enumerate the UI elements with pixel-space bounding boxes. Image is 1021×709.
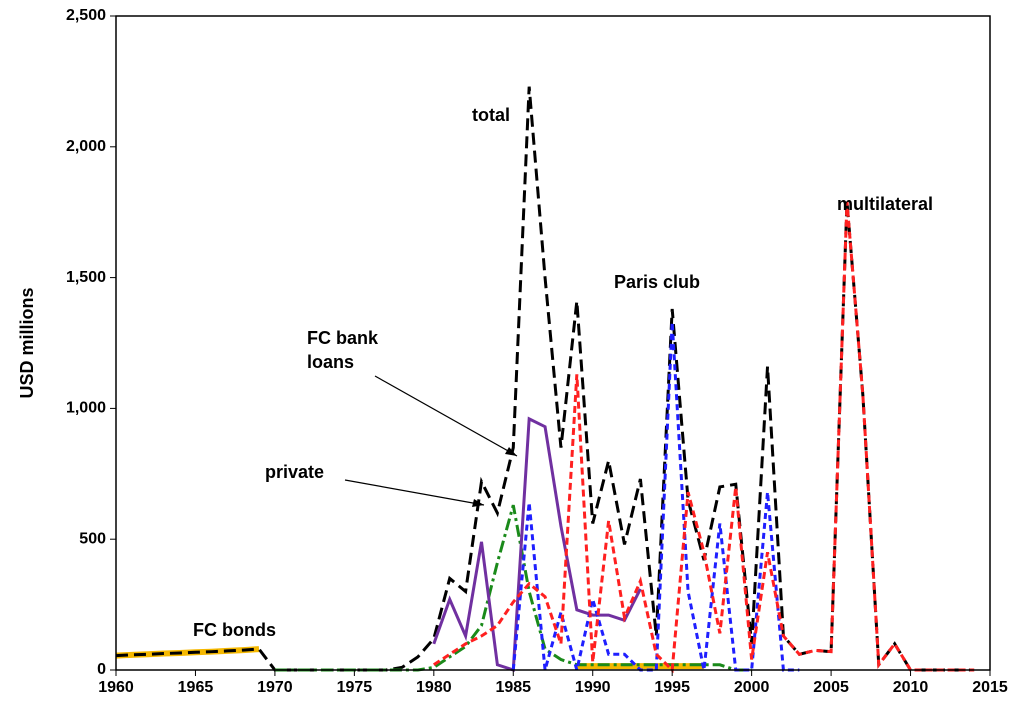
arrow	[344, 479, 485, 506]
series-line	[115, 86, 975, 672]
y-tick-label: 2,500	[66, 7, 106, 24]
arrowhead	[472, 499, 484, 507]
annotation: FC bonds	[193, 620, 276, 640]
y-tick-label: 0	[97, 661, 106, 678]
x-tick-label: 2000	[734, 679, 770, 696]
arrow	[374, 375, 518, 457]
annotation: total	[472, 105, 510, 125]
x-tick-label: 1965	[178, 679, 214, 696]
y-tick-label: 2,000	[66, 138, 106, 155]
y-axis-label: USD millions	[17, 287, 37, 398]
annotation: FC bank loans	[307, 328, 379, 372]
plot-frame	[115, 15, 991, 671]
x-tick-label: 1985	[495, 679, 531, 696]
y-tick-label: 1,500	[66, 269, 106, 286]
annotation: Paris club	[614, 272, 701, 292]
x-tick-label: 1980	[416, 679, 452, 696]
annotation: multilateral	[837, 194, 934, 214]
x-tick-label: 2010	[893, 679, 929, 696]
y-tick-label: 1,000	[66, 400, 106, 417]
arrowhead	[505, 447, 517, 456]
x-tick-label: 2005	[813, 679, 849, 696]
annotation: private	[265, 462, 325, 482]
x-tick-label: 1995	[654, 679, 690, 696]
x-tick-label: 1970	[257, 679, 293, 696]
x-tick-label: 1960	[98, 679, 134, 696]
x-tick-label: 1990	[575, 679, 611, 696]
series-line	[432, 416, 642, 673]
y-tick-label: 500	[79, 530, 106, 547]
x-tick-label: 2015	[972, 679, 1008, 696]
x-tick-label: 1975	[337, 679, 373, 696]
series-line	[432, 201, 975, 674]
